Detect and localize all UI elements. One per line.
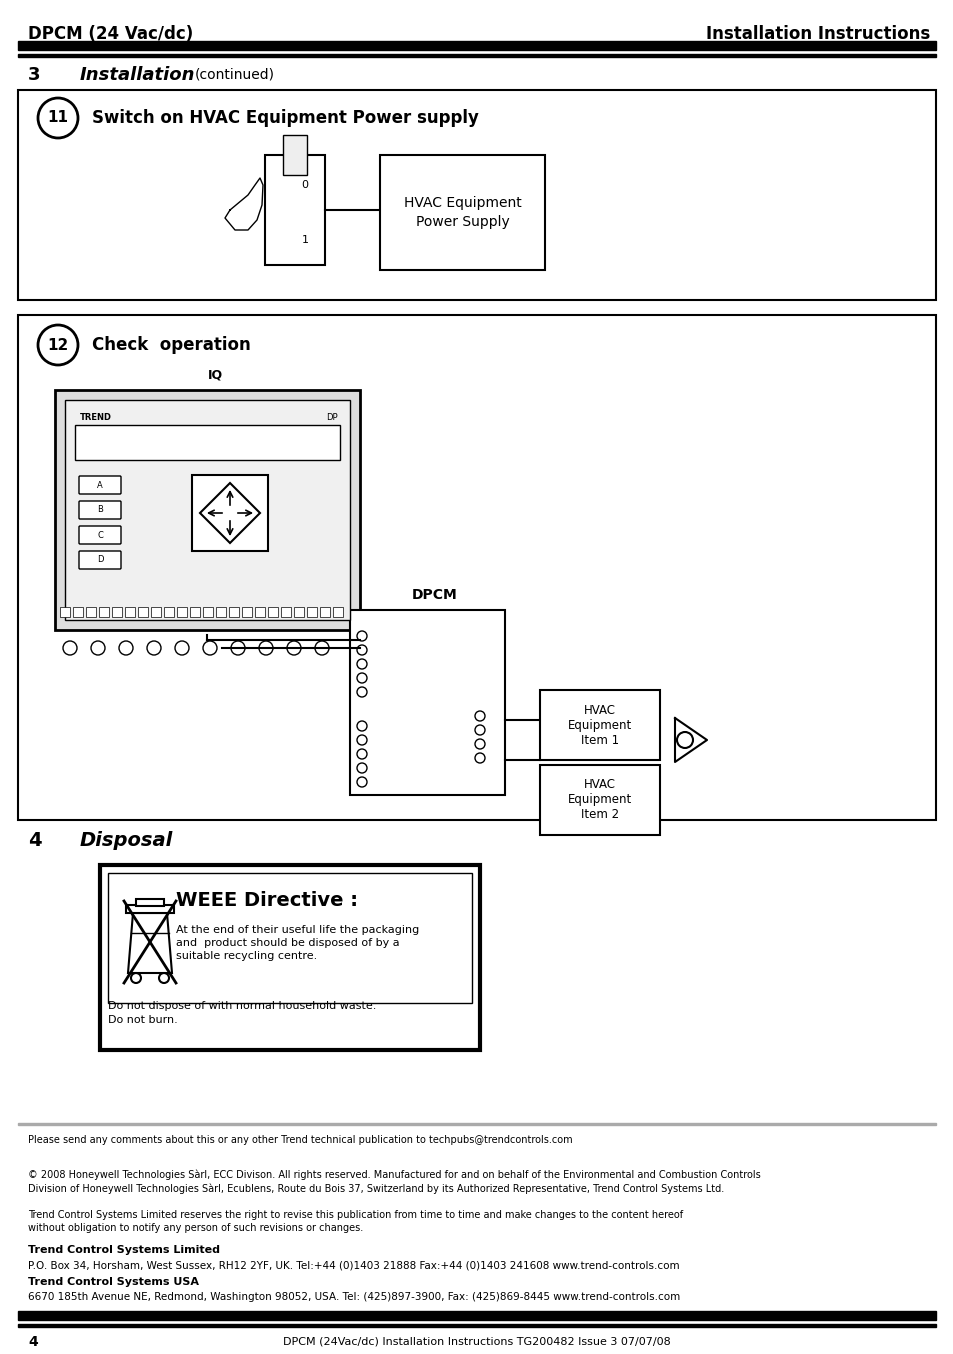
Bar bbox=[294, 607, 304, 617]
Bar bbox=[229, 607, 239, 617]
Text: DPCM: DPCM bbox=[412, 588, 457, 603]
Bar bbox=[379, 154, 544, 269]
Text: D: D bbox=[96, 555, 103, 565]
Bar bbox=[283, 135, 307, 175]
Bar bbox=[18, 1311, 935, 1320]
Bar bbox=[254, 607, 265, 617]
Bar bbox=[539, 691, 659, 760]
Bar bbox=[268, 607, 277, 617]
Bar bbox=[65, 399, 350, 620]
Text: A: A bbox=[97, 481, 103, 490]
Text: (continued): (continued) bbox=[194, 68, 274, 83]
Text: HVAC
Equipment
Item 1: HVAC Equipment Item 1 bbox=[567, 704, 632, 746]
Bar bbox=[138, 607, 148, 617]
Text: Switch on HVAC Equipment Power supply: Switch on HVAC Equipment Power supply bbox=[91, 110, 478, 127]
Text: HVAC
Equipment
Item 2: HVAC Equipment Item 2 bbox=[567, 779, 632, 822]
Text: 1: 1 bbox=[301, 236, 308, 245]
Text: Disposal: Disposal bbox=[80, 830, 173, 849]
Bar bbox=[99, 607, 109, 617]
Bar bbox=[125, 607, 135, 617]
Polygon shape bbox=[225, 177, 263, 230]
Bar bbox=[112, 607, 122, 617]
Text: 3: 3 bbox=[28, 66, 40, 84]
Text: HVAC Equipment
Power Supply: HVAC Equipment Power Supply bbox=[403, 196, 521, 229]
Bar bbox=[73, 607, 83, 617]
Text: 12: 12 bbox=[48, 337, 69, 352]
Text: B: B bbox=[97, 505, 103, 515]
Bar bbox=[86, 607, 96, 617]
Bar bbox=[126, 904, 173, 913]
Text: 11: 11 bbox=[48, 111, 69, 126]
Polygon shape bbox=[128, 913, 172, 974]
Bar bbox=[203, 607, 213, 617]
Bar bbox=[18, 54, 935, 57]
Bar bbox=[333, 607, 343, 617]
Bar bbox=[18, 315, 935, 821]
Bar bbox=[215, 607, 226, 617]
Text: 6670 185th Avenue NE, Redmond, Washington 98052, USA. Tel: (425)897-3900, Fax: (: 6670 185th Avenue NE, Redmond, Washingto… bbox=[28, 1292, 679, 1303]
Text: Installation: Installation bbox=[80, 66, 195, 84]
Text: © 2008 Honeywell Technologies Sàrl, ECC Divison. All rights reserved. Manufactur: © 2008 Honeywell Technologies Sàrl, ECC … bbox=[28, 1170, 760, 1194]
Bar bbox=[190, 607, 200, 617]
FancyBboxPatch shape bbox=[79, 477, 121, 494]
Bar bbox=[60, 607, 70, 617]
Bar bbox=[100, 865, 479, 1049]
FancyBboxPatch shape bbox=[79, 525, 121, 544]
Text: Trend Control Systems USA: Trend Control Systems USA bbox=[28, 1277, 199, 1288]
Text: DPCM (24 Vac/dc): DPCM (24 Vac/dc) bbox=[28, 24, 193, 43]
Text: WEEE Directive :: WEEE Directive : bbox=[175, 891, 357, 910]
Text: DP: DP bbox=[326, 413, 337, 422]
Text: DPCM (24Vac/dc) Installation Instructions TG200482 Issue 3 07/07/08: DPCM (24Vac/dc) Installation Instruction… bbox=[283, 1336, 670, 1347]
Bar bbox=[242, 607, 252, 617]
Bar bbox=[75, 425, 339, 460]
FancyBboxPatch shape bbox=[79, 551, 121, 569]
Bar bbox=[108, 873, 472, 1003]
Text: C: C bbox=[97, 531, 103, 539]
Bar bbox=[265, 154, 325, 265]
Text: TREND: TREND bbox=[80, 413, 112, 422]
FancyBboxPatch shape bbox=[79, 501, 121, 519]
Bar bbox=[151, 607, 161, 617]
Bar bbox=[539, 765, 659, 835]
Bar bbox=[18, 1122, 935, 1125]
Bar bbox=[18, 41, 935, 50]
Polygon shape bbox=[200, 483, 260, 543]
Text: Check  operation: Check operation bbox=[91, 336, 251, 353]
Text: Please send any comments about this or any other Trend technical publication to : Please send any comments about this or a… bbox=[28, 1135, 572, 1145]
Bar bbox=[177, 607, 187, 617]
Bar bbox=[55, 390, 359, 630]
Text: At the end of their useful life the packaging
and  product should be disposed of: At the end of their useful life the pack… bbox=[175, 925, 418, 961]
Text: 4: 4 bbox=[28, 1335, 38, 1349]
Bar bbox=[18, 1324, 935, 1327]
Bar bbox=[319, 607, 330, 617]
Text: Do not dispose of with normal household waste.
Do not burn.: Do not dispose of with normal household … bbox=[108, 1001, 376, 1025]
Bar bbox=[350, 611, 504, 795]
Text: P.O. Box 34, Horsham, West Sussex, RH12 2YF, UK. Tel:+44 (0)1403 21888 Fax:+44 (: P.O. Box 34, Horsham, West Sussex, RH12 … bbox=[28, 1261, 679, 1270]
Text: IQ: IQ bbox=[207, 368, 222, 382]
Bar bbox=[192, 475, 268, 551]
Polygon shape bbox=[675, 718, 706, 762]
Text: Trend Control Systems Limited reserves the right to revise this publication from: Trend Control Systems Limited reserves t… bbox=[28, 1210, 682, 1233]
Bar bbox=[164, 607, 173, 617]
Text: 0: 0 bbox=[301, 180, 308, 190]
Bar bbox=[136, 899, 164, 906]
Bar bbox=[18, 89, 935, 301]
Text: 4: 4 bbox=[28, 830, 42, 849]
Text: Installation Instructions: Installation Instructions bbox=[705, 24, 929, 43]
Bar bbox=[281, 607, 291, 617]
Text: Trend Control Systems Limited: Trend Control Systems Limited bbox=[28, 1244, 220, 1255]
Bar bbox=[307, 607, 316, 617]
